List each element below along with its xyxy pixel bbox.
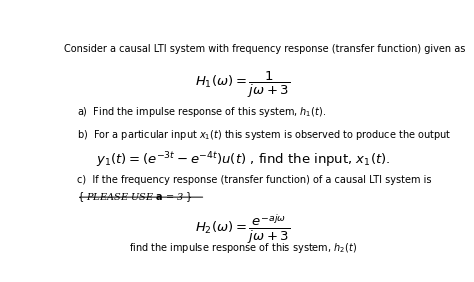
Text: c)  If the frequency response (transfer function) of a causal LTI system is: c) If the frequency response (transfer f… (77, 175, 431, 184)
Text: $\{$ PLEASE USE $\mathbf{a}$ = 3 $\}$: $\{$ PLEASE USE $\mathbf{a}$ = 3 $\}$ (77, 191, 192, 204)
Text: a)  Find the impulse response of this system, $h_1(t)$.: a) Find the impulse response of this sys… (77, 105, 326, 119)
Text: $H_1(\omega) = \dfrac{1}{j\omega + 3}$: $H_1(\omega) = \dfrac{1}{j\omega + 3}$ (195, 70, 291, 100)
Text: $y_1(t) = (e^{-3t} - e^{-4t})u(t)$ , find the input, $x_1(t)$.: $y_1(t) = (e^{-3t} - e^{-4t})u(t)$ , fin… (96, 151, 390, 170)
Text: Consider a causal LTI system with frequency response (transfer function) given a: Consider a causal LTI system with freque… (64, 44, 465, 54)
Text: find the impulse response of this system, $h_2(t)$: find the impulse response of this system… (129, 241, 357, 255)
Text: $H_2(\omega) = \dfrac{e^{-aj\omega}}{j\omega + 3}$: $H_2(\omega) = \dfrac{e^{-aj\omega}}{j\o… (195, 213, 291, 246)
Text: b)  For a particular input $x_1(t)$ this system is observed to produce the outpu: b) For a particular input $x_1(t)$ this … (77, 128, 451, 142)
